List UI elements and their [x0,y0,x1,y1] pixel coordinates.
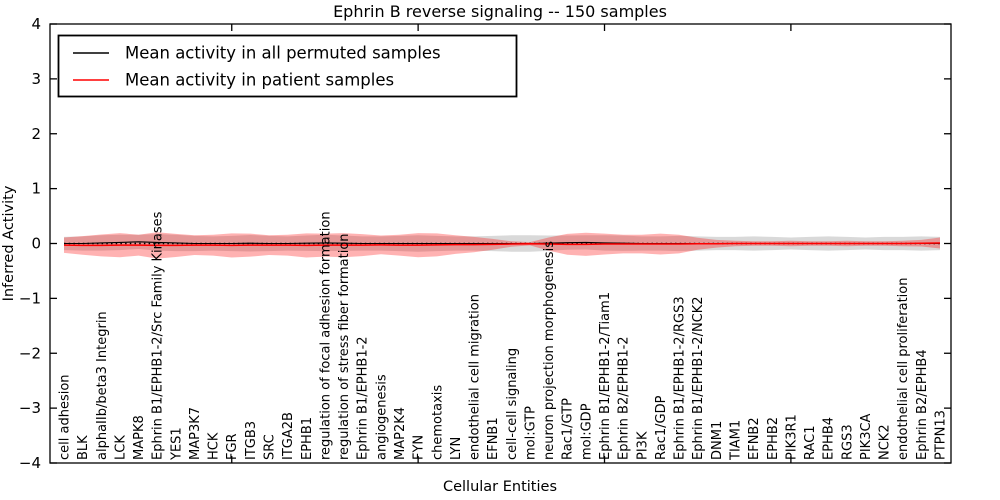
x-tick-label: FYN [412,435,427,460]
x-tick-label: Ephrin B1/EPHB1-2/Src Family Kinases [151,211,166,460]
x-tick-label: neuron projection morphogenesis [542,241,557,460]
x-tick-label: Ephrin B1/EPHB1-2/RGS3 [673,296,688,460]
y-axis-label: Inferred Activity [1,185,17,301]
x-tick-label: alphaIIb/beta3 Integrin [95,311,110,460]
y-tick-label: 0 [31,235,41,253]
x-tick-label: FGR [225,433,240,460]
legend-label-patient: Mean activity in patient samples [125,71,394,90]
y-tick-label: −3 [19,399,41,417]
y-tick-label: −4 [19,454,41,472]
x-tick-label: Ephrin B2/EPHB1-2 [617,336,632,460]
x-tick-label: regulation of stress fiber formation [337,233,352,460]
x-tick-label: cell adhesion [58,374,73,460]
x-tick-label: PI3K [635,431,650,460]
x-tick-label: ITGA2B [281,412,296,460]
x-tick-label: MAP2K4 [393,407,408,460]
x-tick-label: cell-cell signaling [505,348,520,460]
x-tick-label: PIK3CA [859,413,874,460]
x-tick-label: YES1 [169,427,184,461]
x-tick-label: RAC1 [803,425,818,460]
x-tick-label: RGS3 [840,424,855,460]
legend-box [57,34,518,98]
y-tick-label: 2 [31,125,41,143]
x-tick-label: PTPN13 [934,410,949,460]
x-tick-label: Rac1/GTP [561,398,576,460]
y-tick-label: −2 [19,344,41,362]
x-tick-labels: cell adhesion BLK alphaIIb/beta3 Integrin L… [58,211,949,461]
mean-lines [63,241,941,247]
x-tick-label: EFNB1 [486,417,501,460]
x-tick-label: regulation of focal adhesion formation [318,211,333,460]
x-tick-label: Rac1/GDP [654,395,669,460]
x-tick-label: angiogenesis [374,374,389,460]
x-tick-label: EFNB2 [747,417,762,460]
x-tick-label: EPHB4 [822,417,837,460]
x-tick-label: SRC [263,434,278,460]
x-tick-label: Ephrin B1/EPHB1-2 [356,336,371,460]
x-tick-label: mol:GTP [523,406,538,460]
x-tick-label: Ephrin B1/EPHB1-2/Tiam1 [598,292,613,460]
x-tick-label: chemotaxis [430,385,445,460]
legend: Mean activity in all permuted samples Me… [57,34,518,98]
x-tick-label: MAPK8 [132,415,147,460]
x-tick-label: Ephrin B2/EPHB4 [915,349,930,460]
y-tick-label: 3 [31,70,41,88]
x-axis-label: Cellular Entities [443,479,557,495]
legend-label-permuted: Mean activity in all permuted samples [125,44,441,63]
x-tick-label: mol:GDP [579,403,594,460]
x-tick-label: EPHB1 [300,417,315,460]
x-tick-label: TIAM1 [728,420,743,461]
x-tick-label: DNM1 [710,421,725,460]
patient-mean-line [63,242,941,247]
y-tick-label: 4 [31,15,41,33]
x-tick-label: endothelial cell migration [468,294,483,460]
x-tick-label: ITGB3 [244,421,259,460]
x-tick-label: EPHB2 [766,417,781,460]
x-tick-label: Ephrin B1/EPHB1-2/NCK2 [691,296,706,460]
x-tick-label: MAP3K7 [188,407,203,460]
x-tick-label: HCK [207,432,222,460]
y-tick-label: −1 [19,289,41,307]
patient-std-band [64,232,940,259]
x-tick-label: LCK [113,435,128,460]
x-tick-label: endothelial cell proliferation [896,278,911,461]
y-tick-label: 1 [31,180,41,198]
chart-title: Ephrin B reverse signaling -- 150 sample… [333,2,667,21]
x-tick-label: NCK2 [878,424,893,460]
x-tick-label: LYN [449,437,464,460]
axes: 4 3 2 1 0 −1 −2 −3 −4 [19,15,952,472]
x-tick-label: BLK [76,435,91,460]
x-tick-label: PIK3R1 [784,414,799,460]
